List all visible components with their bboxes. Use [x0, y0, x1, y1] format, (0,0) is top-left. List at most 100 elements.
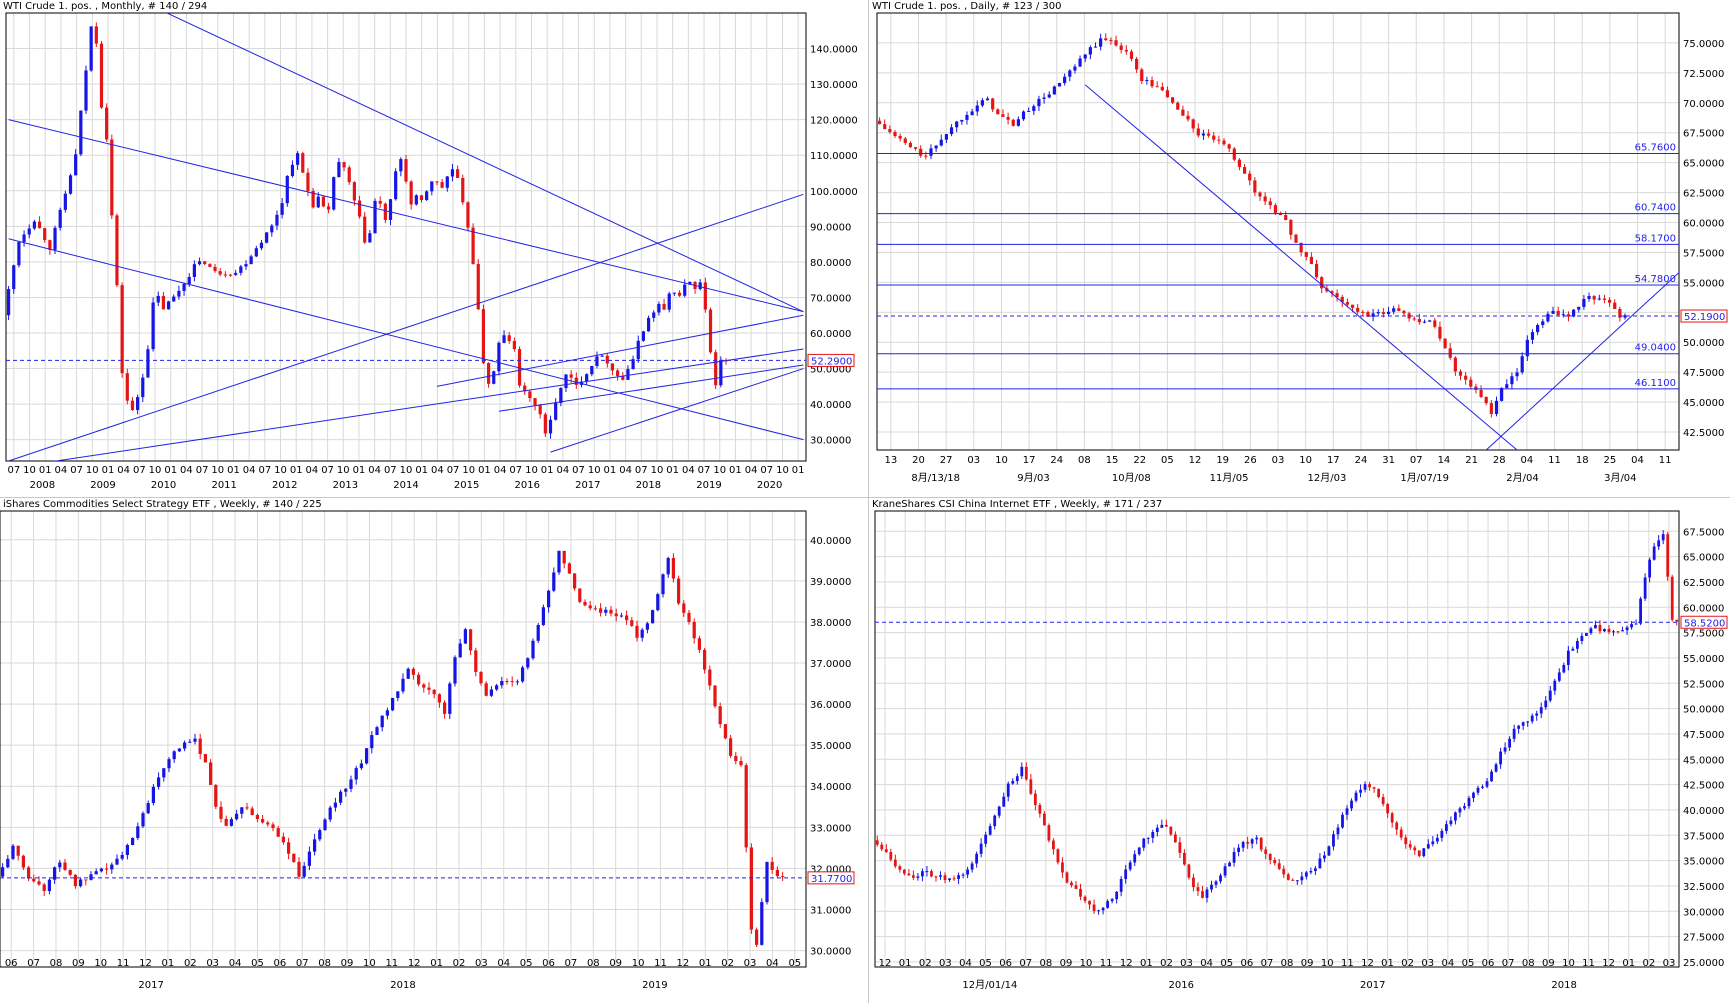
candle-body	[1539, 707, 1543, 714]
candle-body	[911, 875, 915, 878]
candle-body	[104, 868, 109, 870]
x-year-label: 2008	[30, 480, 55, 491]
candle-body	[162, 768, 166, 778]
trend-line[interactable]	[1084, 84, 1518, 450]
trend-line[interactable]	[9, 348, 804, 468]
candle-body	[43, 228, 47, 241]
x-tick-label: 12	[1602, 958, 1615, 969]
chart-wti-daily[interactable]: 42.500045.000047.500050.000052.500055.00…	[869, 0, 1730, 497]
chart-kraneshares-weekly[interactable]: 25.0000 27.5000 30.0000 32.5000 35.0000 37.50…	[869, 498, 1730, 1003]
candle-body	[1426, 844, 1430, 849]
x-tick-label: 07	[196, 465, 209, 476]
chart-ishares-weekly[interactable]: 30.0000 31.0000 32.0000 33.0000 34.0000 35.00…	[0, 498, 868, 1003]
candle-body	[1263, 196, 1267, 202]
candle-body	[1371, 313, 1375, 317]
candle-body	[224, 818, 228, 826]
candle-body	[208, 264, 212, 267]
candle-body	[244, 264, 248, 267]
x-year-label: 2016	[1169, 980, 1194, 991]
candle-body	[321, 196, 326, 207]
candle-body	[1027, 110, 1031, 112]
candle-body	[1284, 215, 1288, 221]
candle-body	[1335, 293, 1339, 297]
candle-body	[907, 873, 911, 876]
trend-line[interactable]	[8, 119, 804, 313]
y-tick-label: 130.0000	[810, 80, 858, 91]
y-tick-label: 32.5000	[1683, 882, 1724, 893]
x-tick-label: 03	[1663, 958, 1676, 969]
candle-body	[697, 638, 702, 650]
x-year-label: 2018	[1551, 980, 1576, 991]
candle-body	[448, 683, 452, 714]
candle-body	[916, 876, 920, 878]
trend-line[interactable]	[91, 0, 804, 313]
candle-body	[671, 558, 676, 579]
candle-body	[1142, 838, 1146, 848]
last-price-label: 52.1900	[1684, 312, 1725, 323]
x-tick-label: 04	[368, 465, 381, 476]
y-tick-label: 30.0000	[810, 947, 851, 958]
candle-body	[1463, 806, 1466, 809]
candle-body	[213, 266, 217, 272]
x-tick-label: 02	[919, 958, 932, 969]
candle-body	[1381, 312, 1385, 315]
candle-body	[770, 861, 774, 870]
candle-body	[1070, 882, 1073, 886]
trend-line[interactable]	[8, 238, 804, 441]
candle-body	[1623, 315, 1627, 318]
candle-body	[554, 402, 558, 420]
y-tick-label: 57.5000	[1683, 248, 1724, 259]
last-price-box	[1680, 309, 1728, 323]
x-tick-label: 15	[1106, 455, 1119, 466]
x-tick-label: 24	[1050, 455, 1063, 466]
candle-body	[1056, 849, 1060, 863]
candle-body	[1176, 102, 1180, 110]
x-tick-label: 04	[619, 465, 632, 476]
chart-wti-monthly[interactable]: 30.0000 40.0000 50.0000 60.0000 70.0000 80.00…	[0, 0, 868, 503]
trend-line[interactable]	[498, 364, 804, 412]
candle-body	[1592, 296, 1596, 300]
y-tick-label: 31.0000	[810, 905, 851, 916]
x-tick-label: 04	[306, 465, 319, 476]
candle-body	[884, 849, 888, 853]
candle-body	[172, 751, 176, 760]
x-tick-label: 07	[1502, 958, 1515, 969]
candle-body	[234, 272, 238, 275]
x-tick-label: 06	[273, 958, 286, 969]
candle-body	[1386, 311, 1391, 315]
candle-body	[1042, 97, 1046, 99]
candle-body	[396, 691, 400, 698]
x-tick-label: 06	[542, 958, 555, 969]
candle-body	[1489, 403, 1493, 414]
x-tick-label: 07	[635, 465, 648, 476]
candle-body	[641, 331, 646, 341]
candle-body	[89, 874, 93, 880]
x-tick-label: 08	[1078, 455, 1091, 466]
candle-body	[875, 840, 879, 845]
candle-body	[1083, 896, 1087, 901]
candle-body	[357, 200, 362, 217]
candle-body	[1160, 86, 1164, 91]
candle-body	[1530, 715, 1534, 722]
x-tick-label: 01	[699, 958, 712, 969]
x-year-label: 2017	[575, 480, 600, 491]
candle-body	[187, 276, 191, 284]
candle-body	[466, 202, 470, 228]
y-tick-label: 42.5000	[1683, 781, 1724, 792]
candle-body	[1183, 852, 1186, 865]
candle-body	[1011, 119, 1015, 126]
trend-line[interactable]	[8, 193, 804, 461]
candle-body	[349, 779, 353, 789]
trend-line[interactable]	[436, 314, 804, 387]
candle-body	[156, 295, 160, 303]
candle-body	[1258, 192, 1262, 197]
trend-line[interactable]	[1485, 246, 1707, 450]
candle-body	[1119, 45, 1123, 50]
candle-body	[1033, 793, 1037, 806]
x-year-label: 2017	[138, 980, 163, 991]
candle-body	[354, 768, 358, 780]
candle-body	[913, 147, 918, 149]
x-tick-label: 10	[651, 465, 664, 476]
trend-line[interactable]	[550, 368, 804, 453]
panel-title: WTI Crude 1. pos. , Daily, # 123 / 300	[872, 1, 1062, 12]
